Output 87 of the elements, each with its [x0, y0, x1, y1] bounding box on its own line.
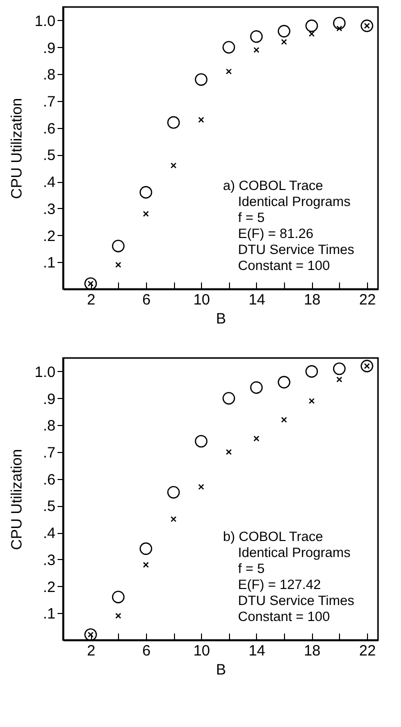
x-tick-label: 10	[193, 292, 210, 308]
point	[250, 381, 263, 394]
x-axis-title: B	[216, 310, 226, 328]
point	[281, 416, 287, 423]
point	[115, 612, 122, 619]
x-tick-label: 22	[359, 642, 376, 660]
point	[112, 240, 125, 252]
x-tick-label: 10	[193, 642, 210, 660]
y-tick-label: 1.0	[34, 364, 56, 381]
point	[198, 484, 204, 490]
x-tick-label: 6	[142, 292, 151, 308]
y-tick-label: 1.0	[34, 12, 56, 30]
y-axis-title: CPU Utilization	[8, 98, 26, 199]
point	[278, 24, 290, 38]
y-tick-label: .1	[42, 254, 56, 272]
point	[336, 26, 342, 32]
y-tick-label: .6	[42, 120, 56, 138]
y-tick-label: .4	[42, 174, 56, 192]
y-tick-label: .9	[42, 40, 56, 57]
x-tick-label: 2	[86, 642, 96, 660]
y-tick-label: .2	[42, 228, 56, 245]
point	[222, 392, 236, 405]
point	[194, 73, 208, 86]
y-tick-label: .3	[42, 552, 56, 569]
y-tick-label: .3	[42, 200, 56, 218]
x-axis-title: B	[216, 662, 226, 678]
y-tick-label: .6	[42, 471, 56, 488]
annotation: DTU Service Times	[238, 593, 355, 608]
x-tick-label: 18	[304, 642, 321, 660]
point	[84, 628, 97, 641]
point	[226, 449, 232, 455]
point	[336, 376, 342, 382]
y-tick-label: .7	[42, 444, 56, 462]
point	[308, 398, 315, 404]
point	[278, 376, 290, 388]
point	[198, 116, 204, 123]
annotation: DTU Service Times	[238, 242, 355, 257]
point	[140, 542, 152, 555]
annotation: E(F) = 127.42	[238, 577, 321, 592]
point	[281, 38, 287, 45]
point	[360, 360, 374, 372]
y-axis-title: CPU Utilization	[8, 449, 26, 550]
x-tick-label: 14	[248, 292, 266, 308]
point	[333, 362, 346, 376]
point	[140, 186, 152, 199]
point	[333, 16, 346, 30]
annotation: Identical Programs	[238, 545, 351, 560]
x-tick-label: 22	[359, 292, 376, 308]
point	[305, 20, 318, 32]
y-tick-label: .8	[42, 66, 56, 84]
y-tick-label: .5	[42, 498, 56, 516]
point	[222, 40, 236, 54]
point	[360, 20, 374, 32]
point	[253, 47, 260, 53]
annotation: E(F) = 81.26	[238, 226, 314, 241]
y-tick-label: .1	[42, 606, 56, 623]
x-tick-label: 6	[142, 642, 151, 660]
annotation: a) COBOL Trace	[223, 178, 324, 193]
y-tick-label: .7	[42, 94, 56, 110]
point	[194, 434, 208, 448]
point	[84, 277, 97, 290]
point	[170, 516, 176, 522]
point	[167, 116, 180, 129]
y-tick-label: .4	[42, 525, 56, 542]
x-tick-label: 14	[248, 642, 266, 660]
y-tick-label: .2	[42, 578, 56, 596]
x-tick-label: 18	[304, 292, 321, 308]
point	[167, 486, 180, 499]
point	[142, 210, 149, 217]
annotation: Constant = 100	[238, 258, 330, 273]
annotation: f = 5	[238, 210, 265, 225]
point	[226, 68, 232, 74]
annotation: b) COBOL Trace	[223, 529, 324, 544]
point	[305, 365, 318, 378]
annotation: f = 5	[238, 561, 265, 576]
y-tick-label: .8	[42, 418, 56, 435]
annotation: Constant = 100	[238, 609, 330, 624]
point	[115, 262, 122, 268]
y-tick-label: .5	[42, 147, 56, 164]
point	[253, 436, 260, 442]
point	[142, 562, 149, 568]
y-tick-label: .9	[42, 390, 56, 408]
point	[112, 590, 125, 604]
annotation: Identical Programs	[238, 194, 351, 209]
point	[250, 30, 263, 43]
point	[170, 162, 176, 168]
x-tick-label: 2	[86, 292, 96, 308]
